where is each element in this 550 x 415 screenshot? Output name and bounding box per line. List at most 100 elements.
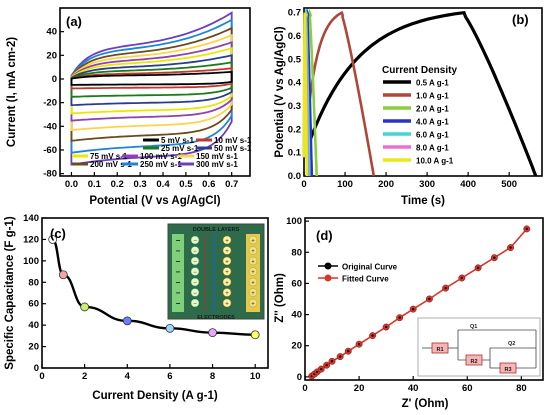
panel-b-legend: 0.5 A g-1 1.0 A g-1 2.0 A g-1 4.0 A g-1 6.0 … bbox=[383, 79, 454, 166]
cv-curve-50 bbox=[70, 54, 233, 107]
inset-ions: − − + +− − + +− − + +− − + +− − + +− − + +− − + + bbox=[176, 235, 258, 308]
panel-a-label: (a) bbox=[66, 14, 82, 29]
anion-sign: − bbox=[193, 281, 197, 287]
minus-charge: − bbox=[176, 299, 181, 308]
capacitance-point bbox=[165, 323, 175, 333]
cation-sign: + bbox=[225, 270, 229, 276]
nyquist-original-point bbox=[476, 266, 480, 270]
plus-charge: + bbox=[251, 302, 255, 308]
cation-sign: + bbox=[225, 302, 229, 308]
cv-curve-100 bbox=[70, 41, 233, 122]
panel-c-frame bbox=[41, 217, 269, 369]
x-tick-label: 80 bbox=[516, 383, 527, 394]
x-tick-label: 100 bbox=[337, 179, 353, 190]
minus-charge: − bbox=[176, 268, 181, 277]
y-tick-label: 0 bbox=[52, 74, 57, 85]
x-tick-label: 0.2 bbox=[111, 179, 124, 190]
panel-c-curve bbox=[48, 235, 260, 340]
nyquist-original-point bbox=[357, 342, 361, 346]
plus-charge: + bbox=[251, 281, 255, 287]
y-tick-label: 40 bbox=[46, 27, 57, 38]
legend-label-200: 200 mV s-1 bbox=[90, 160, 132, 169]
legend-label-75: 75 mV s-1 bbox=[90, 152, 128, 161]
y-tick-label: 0.1 bbox=[288, 148, 302, 159]
panel-b-xlabel: Time (s) bbox=[401, 195, 445, 207]
legend-label-gcd: 0.5 A g-1 bbox=[416, 79, 449, 88]
capacitance-point bbox=[122, 316, 132, 326]
y-tick-label: 40 bbox=[291, 310, 302, 321]
nyquist-original-point bbox=[384, 325, 388, 329]
plus-charge: + bbox=[251, 249, 255, 255]
panel-a-ylabel: Current (I, mA cm-2) bbox=[6, 37, 18, 147]
cation bbox=[222, 246, 232, 255]
legend-label-nyquist: Original Curve bbox=[342, 263, 398, 272]
left-electrode bbox=[172, 234, 184, 312]
cv-curve-5 bbox=[70, 70, 233, 86]
y-tick-label: 0.4 bbox=[288, 78, 302, 89]
y-tick-label: 0.6 bbox=[288, 31, 301, 42]
y-tick-label: 140 bbox=[23, 213, 39, 224]
x-tick-label: 0.0 bbox=[65, 179, 78, 190]
x-tick-label: 0.7 bbox=[225, 179, 238, 190]
capacitance-point bbox=[208, 328, 217, 338]
double-layer-inset: DOUBLE LAYERS − − + +− − + +− − + +− − + +− − + +− − + +− −… bbox=[167, 223, 265, 321]
x-tick-label: 0.6 bbox=[202, 179, 215, 190]
gcd-curve-1 bbox=[302, 10, 376, 177]
legend-label-gcd: 10.0 A g-1 bbox=[416, 157, 454, 166]
resistor-r2 bbox=[465, 354, 483, 366]
x-tick-label: 300 bbox=[419, 179, 435, 190]
nyquist-original-point bbox=[325, 364, 328, 367]
nyquist-original-point bbox=[347, 349, 350, 353]
legend-marker-nyquist bbox=[324, 262, 332, 270]
electrode-charge bbox=[248, 256, 258, 266]
x-tick-label: 0 bbox=[39, 371, 44, 382]
panel-d: 0 20 40 60 80 0 20 40 60 80 100 (d) Z' (Ohm) Z'' (… bbox=[274, 216, 544, 410]
x-tick-label: 60 bbox=[462, 383, 473, 394]
y-tick-label: 80 bbox=[28, 277, 39, 288]
x-tick-label: 0.4 bbox=[156, 179, 170, 190]
anion-sign: − bbox=[193, 291, 197, 297]
y-tick-label: -20 bbox=[43, 98, 57, 109]
panel-b-label: (b) bbox=[512, 12, 529, 27]
panel-a-frame bbox=[59, 7, 251, 177]
y-tick-label: 0 bbox=[34, 363, 39, 374]
anion bbox=[190, 235, 200, 245]
cation-sign: + bbox=[225, 291, 229, 297]
panel-a-legend: 5 mV s-1 10 mV s-1 25 mV s-1 50 mV s-1 75 mV… bbox=[72, 136, 252, 169]
capacitance-point bbox=[80, 302, 90, 312]
electrode-charge bbox=[248, 246, 258, 255]
minus-charge: − bbox=[176, 289, 181, 298]
electrode-charge bbox=[248, 277, 258, 287]
nyquist-original-point bbox=[509, 246, 512, 249]
y-tick-label: 100 bbox=[23, 256, 39, 267]
y-tick-label: 80 bbox=[291, 247, 302, 258]
nyquist-original-point bbox=[428, 297, 431, 301]
anion bbox=[190, 298, 200, 308]
y-tick-label: -60 bbox=[43, 145, 57, 156]
x-tick-label: 4 bbox=[125, 371, 131, 382]
cv-curve-25 bbox=[70, 61, 233, 98]
panel-d-legend: Original Curve Fitted Curve bbox=[318, 262, 398, 284]
legend-label-gcd: 8.0 A g-1 bbox=[416, 144, 449, 153]
cation bbox=[222, 256, 232, 266]
plus-charge: + bbox=[251, 239, 255, 245]
minus-charge: − bbox=[176, 257, 181, 266]
plus-charge: + bbox=[251, 291, 255, 297]
cation-sign: + bbox=[225, 260, 229, 266]
cation bbox=[222, 277, 232, 287]
panel-d-frame bbox=[304, 217, 544, 381]
panel-c-xlabel: Current Density (A g-1) bbox=[92, 390, 218, 402]
anion bbox=[190, 256, 200, 266]
cv-curve-300 bbox=[70, 11, 233, 166]
anion-sign: − bbox=[193, 260, 197, 266]
y-tick-label: 100 bbox=[286, 216, 302, 227]
anion-sign: − bbox=[193, 239, 197, 245]
cation-sign: + bbox=[225, 239, 229, 245]
x-tick-label: 0 bbox=[302, 383, 307, 394]
r3-label: R3 bbox=[504, 367, 511, 373]
capacitance-point bbox=[48, 235, 58, 244]
cv-curve-10 bbox=[70, 67, 233, 90]
